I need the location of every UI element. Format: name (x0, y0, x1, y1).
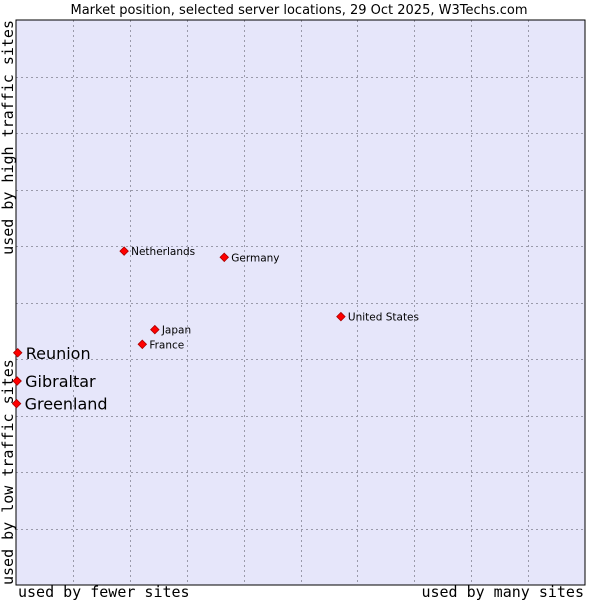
point-label-germany: Germany (231, 252, 279, 264)
point-marker-france (137, 339, 148, 350)
point-marker-united-states (336, 311, 346, 322)
point-label-gibraltar: Gibraltar (25, 372, 96, 391)
point-label-france: France (149, 339, 184, 351)
point-label-japan: Japan (161, 325, 191, 337)
point-label-reunion: Reunion (26, 344, 91, 363)
point-label-netherlands: Netherlands (131, 246, 195, 258)
point-marker-reunion (12, 348, 23, 358)
point-marker-greenland (11, 398, 22, 409)
y-axis-label-low: used by low traffic sites (0, 359, 17, 585)
x-axis-label-high: used by many sites (421, 583, 584, 600)
point-marker-japan (150, 324, 160, 335)
point-label-greenland: Greenland (25, 395, 108, 414)
chart-title: Market position, selected server locatio… (70, 3, 527, 18)
point-label-united-states: United States (348, 312, 419, 324)
grid-lines (16, 20, 585, 585)
plot-area (16, 20, 585, 585)
y-axis-label-high: used by high traffic sites (0, 20, 17, 255)
x-axis-label-low: used by fewer sites (18, 583, 190, 600)
point-marker-netherlands (119, 246, 129, 256)
data-points: Netherlands Germany United States Japan Fran… (11, 246, 419, 414)
point-marker-germany (219, 252, 230, 263)
point-marker-gibraltar (12, 376, 22, 386)
plot-border (15, 19, 586, 586)
